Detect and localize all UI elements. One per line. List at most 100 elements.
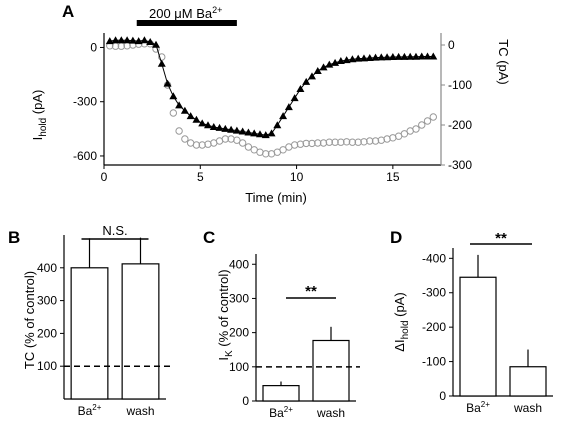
- tc-circle-point: [319, 139, 328, 147]
- panel-b-category-label: wash: [125, 404, 154, 418]
- panel-a-ytick-right-label: -200: [448, 118, 472, 132]
- treatment-label-sup: 2+: [212, 5, 222, 15]
- tc-circle-point: [308, 139, 316, 148]
- panel-d-ylabel-sub: hold: [400, 320, 411, 339]
- panel-a-xtick-label: 0: [101, 170, 108, 184]
- panel-d-bar: [459, 276, 497, 397]
- panel-a-xlabel: Time (min): [245, 190, 307, 205]
- ihold-triangle-point: [232, 126, 241, 134]
- panel-d-ylabel: ΔIhold (pA): [392, 292, 411, 351]
- ihold-triangle-point: [267, 129, 276, 137]
- panel-c-category-text: Ba: [269, 406, 284, 420]
- panel-d-category-label: Ba2+: [466, 400, 490, 415]
- panel-d-ylabel-main: ΔI: [392, 339, 407, 351]
- tc-circle-point: [314, 139, 322, 147]
- panel-d-bar: [509, 366, 547, 397]
- panel-a-xtick-label: 5: [197, 170, 204, 184]
- panel-c-category-text: wash: [316, 406, 345, 420]
- panel-label-c: C: [203, 228, 215, 247]
- panel-d-sig-label: **: [495, 230, 507, 247]
- ihold-triangle-point: [423, 52, 432, 60]
- ihold-triangle-point: [429, 52, 438, 60]
- panel-d-ytick-label: -300: [422, 286, 446, 300]
- panel-c-ylabel-main: I: [216, 357, 231, 361]
- panel-d-ytick-label: -400: [422, 251, 446, 265]
- tc-circle-point: [244, 143, 253, 151]
- ihold-triangle-point: [244, 128, 253, 136]
- panel-c-bar: [312, 339, 350, 402]
- ihold-triangle-point: [117, 36, 126, 44]
- panel-b-category-label: Ba2+: [78, 403, 102, 418]
- tc-circle-point: [192, 141, 201, 149]
- ihold-triangle-point: [359, 54, 368, 62]
- panel-a-xtick-label: 10: [290, 170, 304, 184]
- ihold-triangle-point: [406, 52, 415, 60]
- tc-circle-point: [279, 146, 287, 154]
- panel-b-category-text: Ba: [78, 404, 93, 418]
- ihold-triangle-point: [348, 55, 357, 63]
- ihold-triangle-point: [319, 63, 328, 71]
- ihold-triangle-point: [273, 121, 282, 129]
- panel-b-bar: [121, 263, 160, 400]
- panel-a-ylabel-left-main: I: [30, 137, 45, 141]
- ihold-triangle-point: [383, 53, 392, 61]
- ihold-triangle-point: [261, 131, 270, 139]
- ihold-triangle-point: [198, 119, 207, 127]
- panel-c-bar: [262, 385, 300, 402]
- tc-circle-point: [360, 138, 368, 146]
- tc-circle-point: [175, 127, 183, 135]
- tc-circle-point: [348, 138, 357, 146]
- ihold-triangle-point: [279, 112, 288, 120]
- tc-circle-point: [331, 138, 339, 146]
- panel-c-ytick-label: 100: [229, 360, 249, 374]
- panel-b-sig-label: N.S.: [102, 223, 127, 238]
- tc-circle-point: [342, 138, 351, 146]
- panel-b-ytick-label: 400: [37, 261, 57, 275]
- panel-b-category-text: wash: [125, 404, 154, 418]
- panel-b-ylabel: TC (% of control): [22, 271, 37, 369]
- panel-c-sig-label: **: [305, 283, 317, 300]
- panel-a-ylabel-right: TC (pA): [496, 39, 511, 85]
- ihold-triangle-point: [302, 77, 311, 85]
- panel-a-ylabel-left-unit: (pA): [30, 90, 45, 118]
- ihold-triangle-point: [417, 52, 426, 60]
- ihold-triangle-point: [400, 52, 409, 60]
- ihold-triangle-point: [146, 38, 155, 46]
- ihold-triangle-point: [140, 36, 149, 44]
- ihold-triangle-point: [307, 72, 316, 80]
- tc-circle-point: [337, 138, 345, 146]
- ihold-triangle-point: [354, 54, 363, 62]
- ihold-triangle-point: [371, 53, 380, 61]
- panel-d-category-label: wash: [513, 401, 542, 415]
- ihold-triangle-point: [169, 92, 178, 100]
- panel-c-ylabel-unit: (% of control): [216, 269, 231, 350]
- panel-c-ylabel: IK (% of control): [216, 269, 235, 360]
- panel-c-ytick-label: 400: [229, 257, 249, 271]
- panel-b-ytick-label: 100: [37, 359, 57, 373]
- ihold-triangle-point: [192, 115, 201, 123]
- panel-c-ylabel-sub: K: [224, 350, 235, 357]
- ihold-triangle-point: [336, 57, 345, 65]
- ihold-triangle-point: [238, 127, 247, 135]
- ihold-triangle-point: [250, 129, 259, 137]
- panel-a-ytick-right-label: -100: [448, 78, 472, 92]
- ihold-triangle-point: [227, 125, 236, 133]
- ihold-triangle-point: [331, 58, 340, 66]
- panel-a-ylabel-left-sub: hold: [38, 118, 49, 137]
- tc-circle-point: [169, 109, 178, 117]
- treatment-label-main: 200 μM Ba: [149, 6, 213, 21]
- panel-d-ytick-label: 0: [439, 389, 446, 403]
- ihold-triangle-point: [163, 79, 172, 87]
- ihold-triangle-point: [128, 36, 137, 44]
- ihold-triangle-point: [180, 106, 189, 114]
- ihold-triangle-point: [209, 123, 218, 131]
- tc-circle-point: [412, 125, 420, 133]
- tc-circle-point: [262, 150, 270, 158]
- ihold-triangle-point: [105, 37, 114, 45]
- panel-d-ytick-label: -200: [422, 320, 446, 334]
- ihold-triangle-point: [175, 101, 184, 109]
- ihold-triangle-point: [151, 40, 160, 48]
- tc-circle-point: [366, 137, 374, 145]
- tc-circle-point: [400, 130, 409, 138]
